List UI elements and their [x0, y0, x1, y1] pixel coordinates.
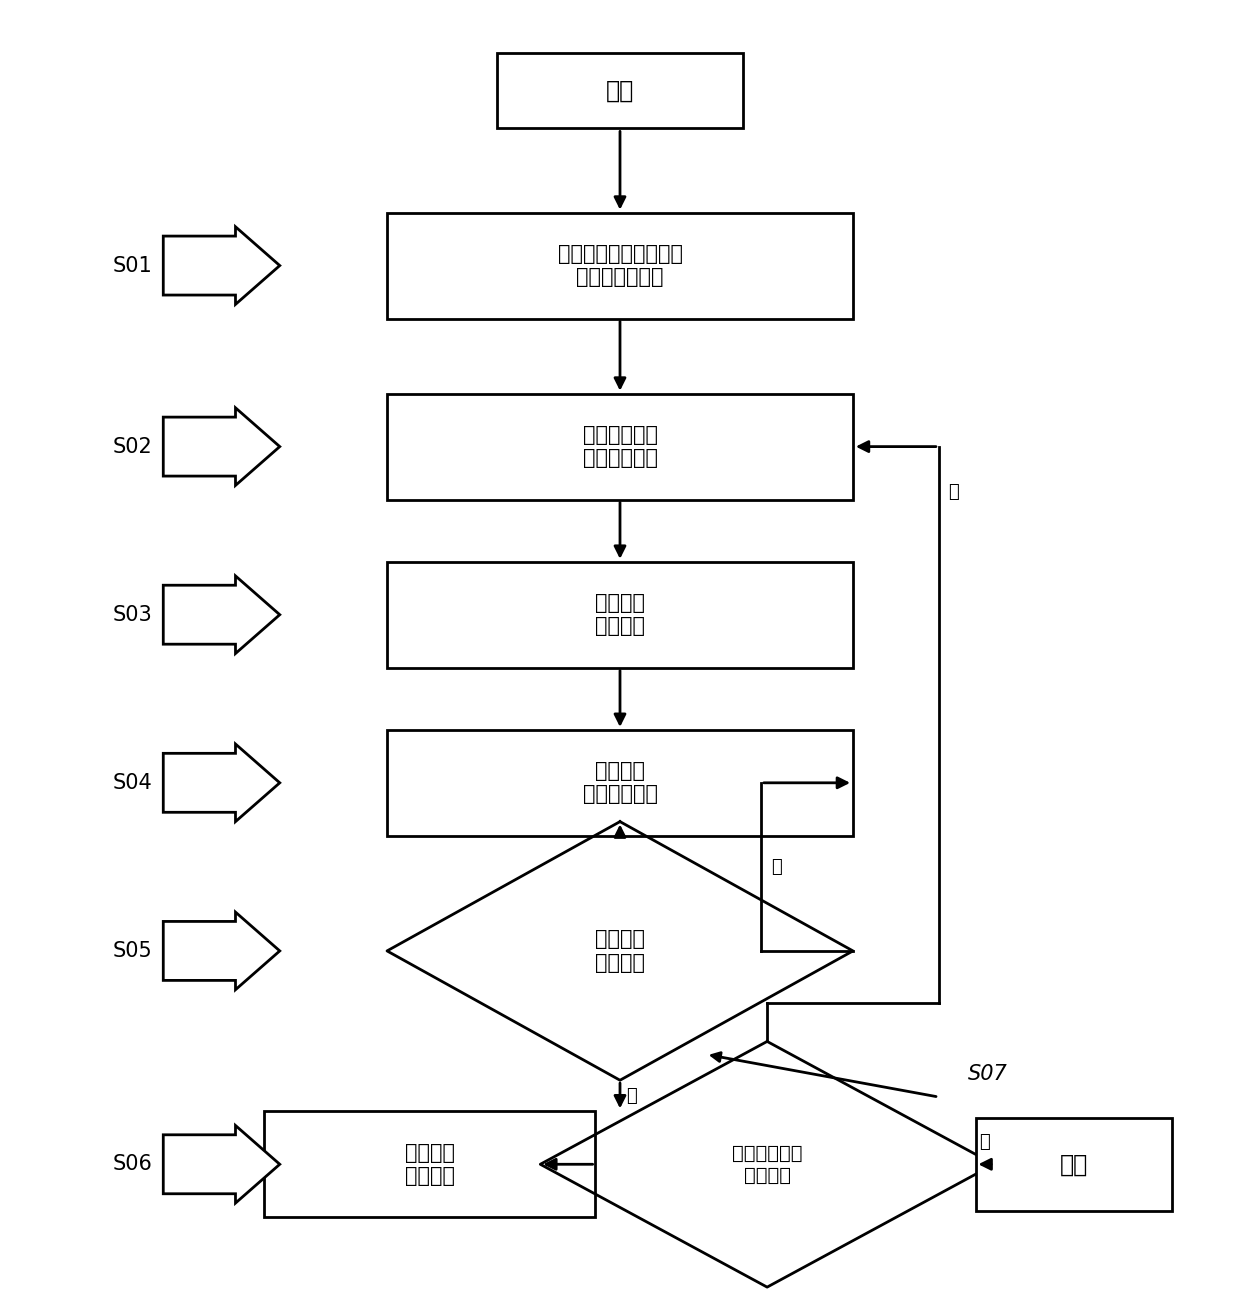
Polygon shape [164, 576, 280, 654]
Bar [264, 1111, 595, 1217]
Text: 是: 是 [980, 1133, 991, 1151]
Polygon shape [164, 408, 280, 485]
Text: 电平转换
开始发射: 电平转换 开始发射 [595, 593, 645, 637]
Text: 是: 是 [626, 1086, 637, 1104]
Bar [387, 729, 853, 836]
Bar [387, 562, 853, 668]
Text: 否: 否 [771, 857, 781, 876]
Polygon shape [164, 912, 280, 989]
Text: S05: S05 [113, 941, 153, 961]
Text: 是否达到
均流要求: 是否达到 均流要求 [595, 929, 645, 972]
Text: 信号采集
封包上传: 信号采集 封包上传 [405, 1142, 455, 1185]
Bar [387, 213, 853, 319]
Text: S02: S02 [113, 437, 153, 456]
Polygon shape [164, 227, 280, 305]
Text: S01: S01 [113, 256, 153, 276]
Bar [497, 54, 743, 128]
Text: S04: S04 [113, 772, 153, 793]
Text: S07: S07 [968, 1064, 1008, 1084]
Text: 否: 否 [949, 482, 960, 501]
Text: 设置发射参数
输出控制信号: 设置发射参数 输出控制信号 [583, 425, 657, 468]
Text: 电流采样
调整发射电流: 电流采样 调整发射电流 [583, 761, 657, 804]
Polygon shape [164, 1125, 280, 1202]
Text: S06: S06 [113, 1154, 153, 1174]
Bar [387, 393, 853, 499]
Bar [976, 1117, 1172, 1210]
Text: 铺设发射接收线圈完成
仪器的物理连接: 铺设发射接收线圈完成 仪器的物理连接 [558, 244, 682, 288]
Text: 是否达到预设
采集次数: 是否达到预设 采集次数 [732, 1144, 802, 1184]
Text: S03: S03 [113, 605, 153, 625]
Text: 开始: 开始 [606, 78, 634, 103]
Polygon shape [164, 744, 280, 822]
Text: 结束: 结束 [1059, 1153, 1087, 1176]
